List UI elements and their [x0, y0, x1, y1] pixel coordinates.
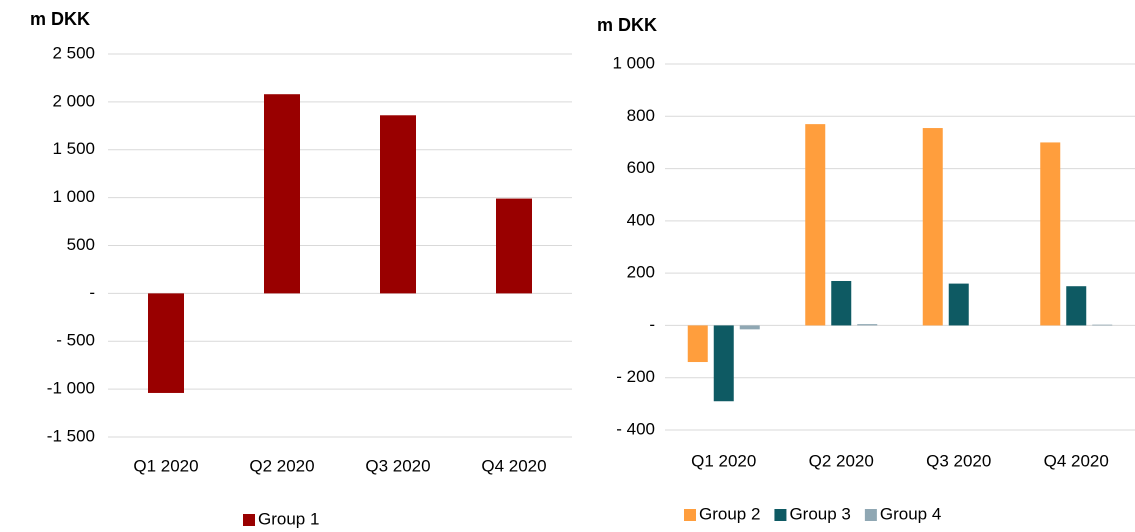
bar: [831, 280, 852, 326]
x-tick-label: Q4 2020: [481, 456, 546, 475]
bar: [1040, 142, 1061, 326]
x-tick-label: Q2 2020: [809, 451, 874, 470]
bar: [805, 124, 826, 326]
y-axis-label: m DKK: [30, 9, 90, 29]
legend-label: Group 1: [258, 509, 319, 528]
bar: [857, 324, 878, 326]
x-tick-label: Q1 2020: [133, 456, 198, 475]
y-tick-label: - 400: [616, 419, 655, 438]
y-tick-label: 1 500: [52, 139, 95, 158]
y-tick-label: -: [649, 315, 655, 334]
legend-label: Group 4: [880, 504, 941, 523]
bar: [713, 325, 734, 402]
bar: [687, 325, 708, 363]
y-tick-label: -: [89, 283, 95, 302]
y-tick-label: 1 000: [612, 53, 655, 72]
x-tick-label: Q3 2020: [926, 451, 991, 470]
x-tick-label: Q1 2020: [691, 451, 756, 470]
y-tick-label: -1 500: [47, 426, 95, 445]
legend-label: Group 3: [789, 504, 850, 523]
y-tick-label: - 500: [56, 331, 95, 350]
y-tick-label: 600: [627, 158, 655, 177]
bar: [496, 198, 532, 294]
legend-label: Group 2: [699, 504, 760, 523]
legend-swatch: [864, 509, 877, 521]
y-tick-label: 400: [627, 210, 655, 229]
bar: [1066, 286, 1087, 326]
legend-swatch: [774, 509, 787, 521]
bar: [948, 283, 969, 326]
x-tick-label: Q2 2020: [249, 456, 314, 475]
bar: [922, 128, 943, 326]
y-tick-label: 200: [627, 263, 655, 282]
bar: [1092, 324, 1113, 326]
y-axis-label: m DKK: [597, 15, 657, 35]
y-tick-label: 1 000: [52, 187, 95, 206]
legend-swatch: [243, 514, 255, 526]
y-tick-label: 2 500: [52, 43, 95, 62]
x-tick-label: Q3 2020: [365, 456, 430, 475]
y-tick-label: -1 000: [47, 379, 95, 398]
y-tick-label: 800: [627, 106, 655, 125]
bar: [380, 115, 416, 294]
bar: [264, 94, 300, 294]
bar: [148, 293, 184, 393]
bar: [739, 325, 760, 330]
y-tick-label: 2 000: [52, 91, 95, 110]
y-tick-label: - 200: [616, 367, 655, 386]
x-tick-label: Q4 2020: [1044, 451, 1109, 470]
legend-swatch: [684, 509, 696, 521]
y-tick-label: 500: [67, 235, 95, 254]
